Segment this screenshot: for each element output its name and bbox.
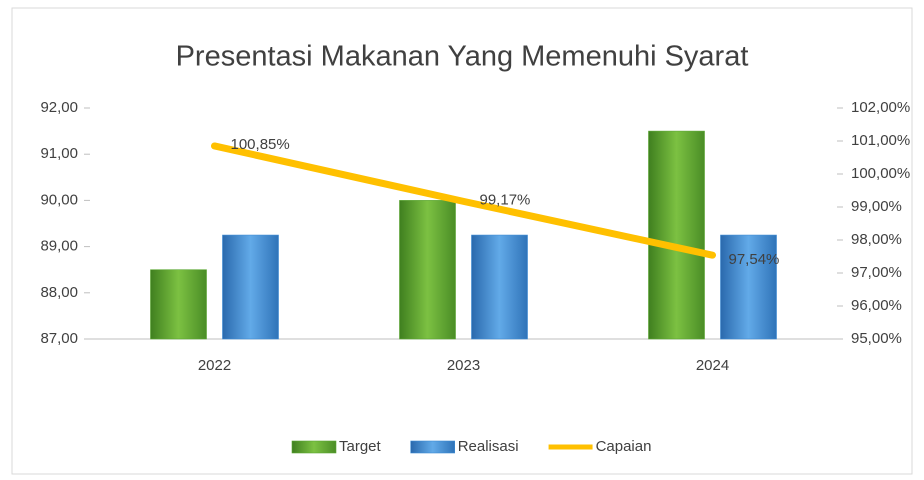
- chart-title: Presentasi Makanan Yang Memenuhi Syarat: [176, 41, 749, 73]
- legend-swatch: [291, 440, 337, 454]
- y2-tick-label: 97,00%: [851, 264, 902, 281]
- x-tick-label: 2023: [447, 357, 480, 374]
- x-tick-label: 2022: [198, 357, 231, 374]
- y2-tick-label: 101,00%: [851, 132, 910, 149]
- y-tick-label: 91,00: [40, 145, 78, 162]
- bar: [399, 200, 456, 340]
- bar: [222, 234, 279, 340]
- data-label: 99,17%: [480, 191, 531, 208]
- legend-label: Target: [339, 438, 382, 455]
- y2-tick-label: 98,00%: [851, 231, 902, 248]
- y-tick-label: 92,00: [40, 99, 78, 116]
- x-tick-label: 2024: [696, 357, 729, 374]
- data-label: 97,54%: [729, 251, 780, 268]
- bar: [720, 234, 777, 340]
- legend-label: Realisasi: [458, 438, 519, 455]
- y-tick-label: 88,00: [40, 284, 78, 301]
- y-tick-label: 90,00: [40, 191, 78, 208]
- y2-tick-label: 95,00%: [851, 330, 902, 347]
- line: [211, 142, 716, 259]
- legend-swatch: [410, 440, 456, 454]
- y2-tick-label: 96,00%: [851, 297, 902, 314]
- y2-tick-label: 102,00%: [851, 99, 910, 116]
- bar: [648, 130, 705, 340]
- y2-tick-label: 100,00%: [851, 165, 910, 182]
- legend-label: Capaian: [596, 438, 652, 455]
- y-tick-label: 89,00: [40, 238, 78, 255]
- data-label: 100,85%: [231, 136, 290, 153]
- bar: [150, 269, 207, 340]
- chart-frame: [11, 7, 913, 475]
- bar: [471, 234, 528, 340]
- y2-tick-label: 99,00%: [851, 198, 902, 215]
- y-tick-label: 87,00: [40, 330, 78, 347]
